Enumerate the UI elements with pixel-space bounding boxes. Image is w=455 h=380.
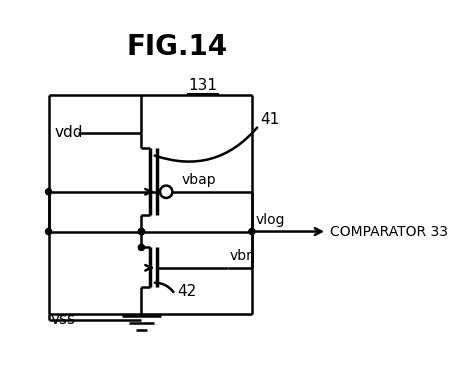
Text: vbap: vbap [181, 173, 215, 187]
Circle shape [248, 228, 254, 234]
Text: COMPARATOR 33: COMPARATOR 33 [329, 225, 447, 239]
Text: 42: 42 [177, 284, 196, 299]
Text: 41: 41 [260, 112, 279, 127]
Circle shape [138, 228, 144, 234]
Text: FIG.14: FIG.14 [126, 33, 227, 61]
Text: vlog: vlog [255, 213, 284, 227]
Text: vdd: vdd [55, 125, 83, 140]
FancyArrowPatch shape [154, 283, 173, 292]
Circle shape [138, 228, 144, 234]
Circle shape [46, 189, 51, 195]
Text: vbn: vbn [229, 249, 255, 263]
Circle shape [138, 244, 144, 250]
Circle shape [46, 228, 51, 234]
FancyArrowPatch shape [154, 128, 257, 162]
Text: 131: 131 [188, 78, 217, 93]
Text: vss: vss [50, 312, 75, 328]
